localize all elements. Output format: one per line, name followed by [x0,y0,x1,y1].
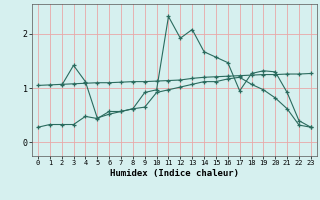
X-axis label: Humidex (Indice chaleur): Humidex (Indice chaleur) [110,169,239,178]
